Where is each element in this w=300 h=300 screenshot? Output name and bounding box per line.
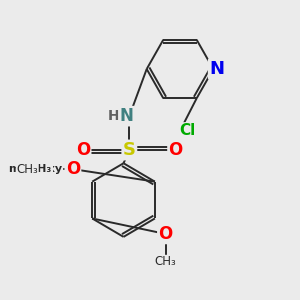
Text: S: S [123,141,136,159]
Text: O: O [66,160,80,178]
Text: O: O [76,141,90,159]
Text: CH₃: CH₃ [16,163,38,176]
Text: N: N [209,60,224,78]
Text: H: H [108,109,119,123]
Text: O: O [169,141,183,159]
Text: CH₃: CH₃ [30,164,52,174]
Text: CH₃: CH₃ [154,255,176,268]
Text: methoxy: methoxy [8,164,62,174]
Text: methoxy: methoxy [37,168,43,169]
Text: Cl: Cl [179,123,195,138]
Text: N: N [119,107,134,125]
Text: O: O [158,225,172,243]
